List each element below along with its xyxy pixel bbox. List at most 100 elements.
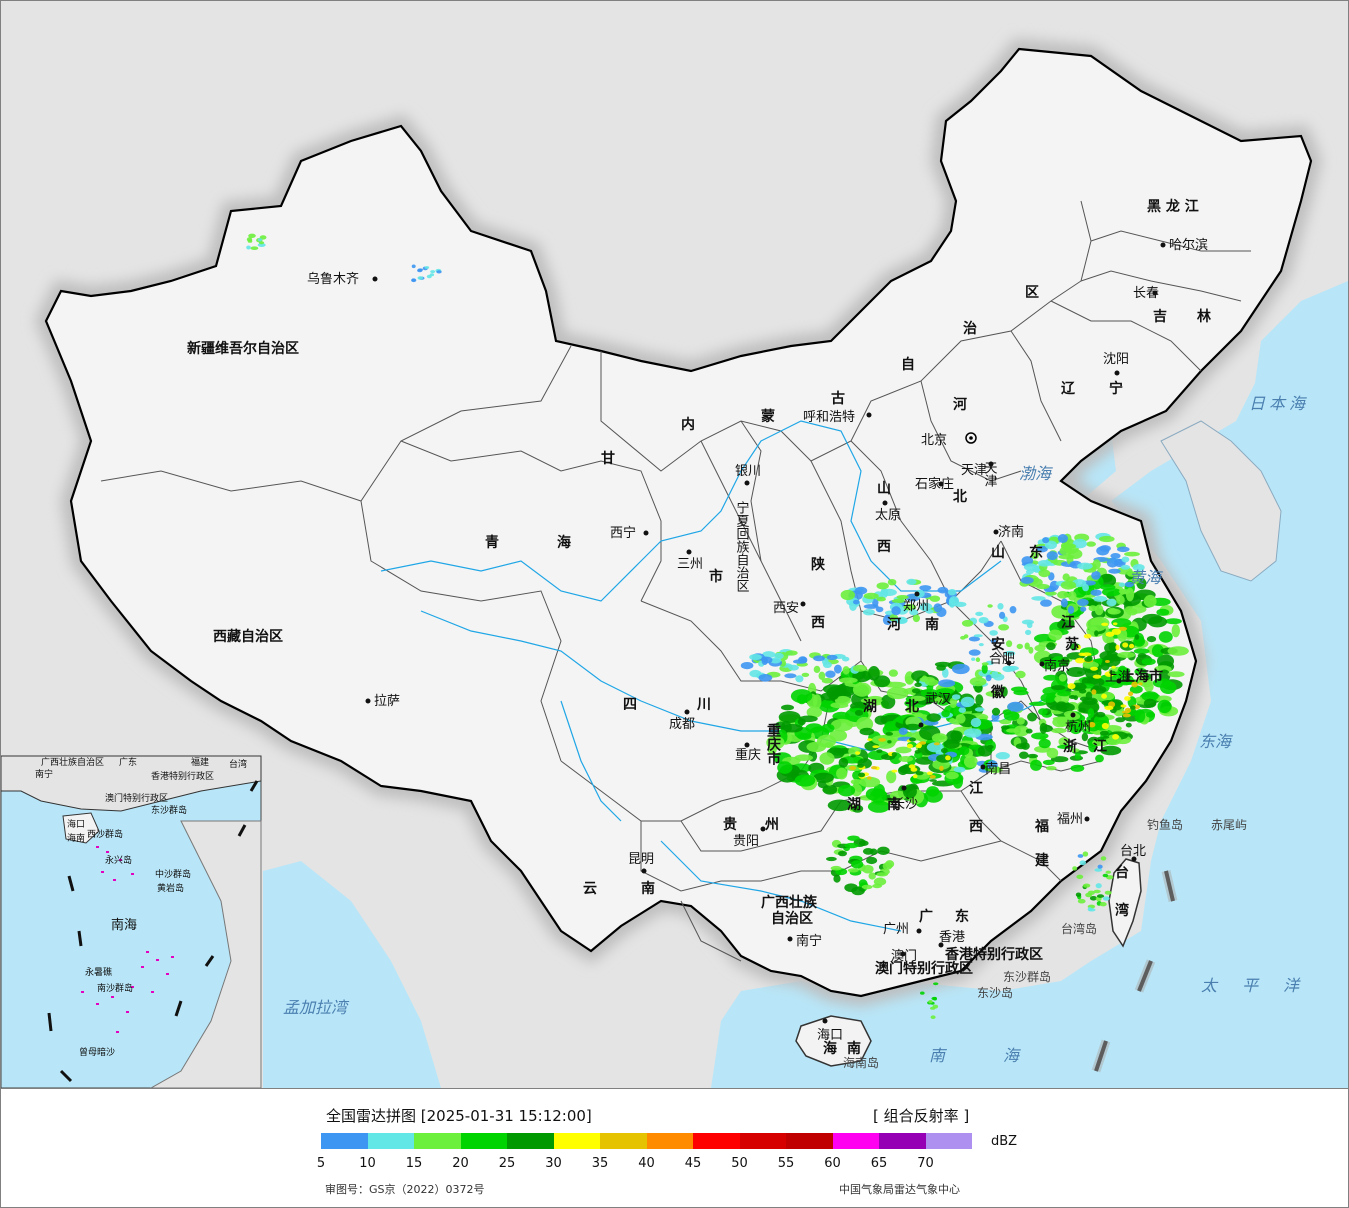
label-guangxi-2: 自治区 xyxy=(771,910,813,927)
sea-labels: 渤海 黄海 东海 南 海 日本海 太 平 洋 孟加拉湾 xyxy=(283,394,1305,1065)
city-label-hefei: 合肥 xyxy=(989,652,1015,667)
echo-blob xyxy=(801,672,810,678)
echo-blob xyxy=(1104,655,1115,659)
map-svg: 新疆维吾尔自治区 西藏自治区 青 海 甘 市 四 川 云 南 贵 州 广西壮族 … xyxy=(1,1,1348,1088)
echo-blob xyxy=(902,765,908,769)
hainan-island-shape xyxy=(795,1015,872,1067)
echo-blob xyxy=(1040,599,1052,607)
echo-blob xyxy=(1015,670,1026,679)
review-number: 审图号：GS京（2022）0372号 xyxy=(325,1183,485,1196)
scale-swatch-40 xyxy=(646,1133,693,1149)
echo-blob xyxy=(1070,764,1085,772)
echo-blob xyxy=(936,664,946,671)
echo-blob xyxy=(1076,874,1084,879)
echo-blob xyxy=(876,582,889,590)
echo-blob xyxy=(978,617,989,624)
echo-blob xyxy=(1104,890,1112,895)
echo-blob xyxy=(258,241,265,245)
echo-blob xyxy=(990,639,997,644)
label-dongsha-qundao: 东沙群岛 xyxy=(1003,969,1051,984)
echo-blob xyxy=(806,706,822,718)
echo-blob xyxy=(882,862,893,870)
echo-blob xyxy=(1058,737,1070,747)
echo-blob xyxy=(974,707,985,712)
label-diaoyu: 钓鱼岛 xyxy=(1147,817,1183,832)
echo-blob xyxy=(985,690,1002,697)
echo-blob xyxy=(1082,851,1089,857)
echo-blob xyxy=(1094,868,1103,872)
echo-blob xyxy=(1124,604,1147,614)
label-shanxi-2: 西 xyxy=(877,539,891,555)
echo-blob xyxy=(891,606,901,616)
echo-blob xyxy=(1079,860,1087,866)
echo-blob xyxy=(1111,628,1122,635)
echo-blob xyxy=(981,664,988,674)
city-label-changsha: 长沙 xyxy=(892,797,918,812)
echo-blob xyxy=(1030,759,1042,771)
echo-blob xyxy=(929,775,936,779)
label-guangdong-1: 广 xyxy=(919,908,933,925)
label-neimenggu-6: 区 xyxy=(1025,285,1039,301)
echo-blob xyxy=(951,663,970,675)
echo-blob xyxy=(915,744,920,748)
city-label-zhengzhou: 郑州 xyxy=(903,599,929,614)
echo-blob xyxy=(1061,543,1077,549)
echo-blob xyxy=(859,776,881,788)
scale-swatch-65 xyxy=(879,1133,926,1149)
echo-blob xyxy=(871,766,878,770)
echo-blob xyxy=(1165,618,1182,625)
legend-unit: dBZ xyxy=(991,1134,1018,1149)
echo-blob xyxy=(812,694,822,709)
scale-tick-35: 35 xyxy=(591,1156,609,1171)
echo-blob xyxy=(1023,563,1038,571)
echo-blob xyxy=(248,233,256,238)
echo-blob xyxy=(1141,658,1156,666)
echo-blob xyxy=(869,848,878,856)
echo-blob xyxy=(864,741,879,751)
city-dot-harbin xyxy=(1160,242,1166,248)
echo-blob xyxy=(1138,682,1143,686)
city-dot-hefei xyxy=(1006,660,1012,666)
echo-blob xyxy=(886,686,909,700)
scale-swatch-10 xyxy=(367,1133,414,1149)
echo-blob xyxy=(1029,701,1047,706)
echo-blob xyxy=(798,656,808,664)
city-dot-chengdu xyxy=(684,709,690,715)
scale-swatch-55 xyxy=(786,1133,833,1149)
label-hainan-2: 南 xyxy=(847,1040,861,1057)
echo-blob xyxy=(1038,738,1051,749)
echo-blob xyxy=(1095,883,1102,889)
echo-blob xyxy=(1082,883,1091,888)
echo-blob xyxy=(933,982,939,986)
echo-blob xyxy=(1072,538,1087,549)
echo-blob xyxy=(766,735,785,750)
city-dot-guiyang xyxy=(760,826,766,832)
echo-blob xyxy=(920,991,925,995)
echo-blob xyxy=(1013,725,1030,737)
scale-tick-20: 20 xyxy=(452,1156,469,1171)
city-labels: 乌鲁木齐拉萨西宁三州成都重庆昆明贵阳南宁广州香港澳门海口长沙武汉南昌福州杭州合肥… xyxy=(307,237,1208,1043)
echo-blob xyxy=(926,786,940,797)
sea-japan xyxy=(1251,281,1348,471)
echo-blob xyxy=(1137,653,1147,658)
city-label-shijiazhuang: 石家庄 xyxy=(915,476,954,492)
echo-blob xyxy=(877,846,890,855)
china-radar-map: 新疆维吾尔自治区 西藏自治区 青 海 甘 市 四 川 云 南 贵 州 广西壮族 … xyxy=(1,1,1348,1089)
echo-blob xyxy=(1060,656,1070,667)
city-label-nanjing: 南京 xyxy=(1044,658,1070,674)
city-label-nanchang: 南昌 xyxy=(985,761,1011,777)
echo-blob xyxy=(999,719,1012,725)
echo-blob xyxy=(858,772,866,778)
echo-blob xyxy=(970,717,982,728)
province-labels: 新疆维吾尔自治区 西藏自治区 青 海 甘 市 四 川 云 南 贵 州 广西壮族 … xyxy=(187,198,1211,1057)
echo-blob xyxy=(1105,631,1115,637)
echo-blob xyxy=(424,266,430,269)
echo-blob xyxy=(411,264,416,269)
inset-label-12: 中沙群岛 xyxy=(155,868,191,880)
city-label-guangzhou: 广州 xyxy=(883,922,909,937)
echo-blob xyxy=(1096,546,1110,556)
echo-blob xyxy=(1096,736,1105,742)
echo-blob xyxy=(868,872,876,880)
label-guizhou-2: 州 xyxy=(764,817,779,833)
echo-blob xyxy=(987,604,993,608)
